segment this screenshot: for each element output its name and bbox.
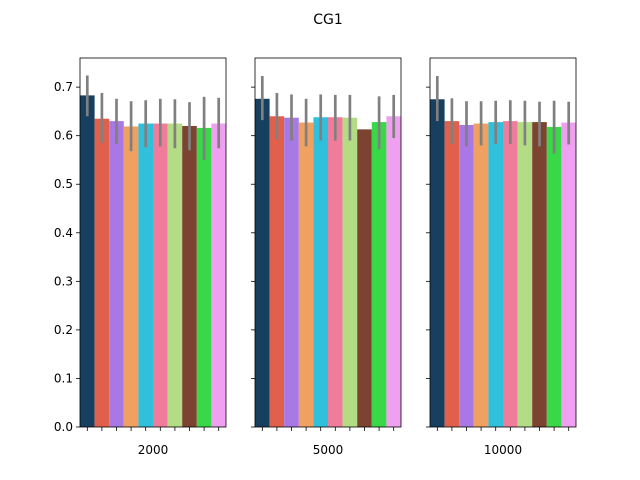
bar-2000-8: [182, 125, 197, 427]
bar-2000-4: [123, 126, 139, 428]
bar-10000-1: [430, 99, 445, 428]
bar-10000-4: [473, 123, 489, 428]
bar-5000-3: [284, 117, 299, 427]
panel-label-5000: 5000: [313, 443, 344, 457]
panel-label-2000: 2000: [138, 443, 169, 457]
bar-5000-4: [298, 122, 314, 427]
bar-10000-10: [561, 122, 576, 427]
panel-5000: 5000: [251, 57, 402, 457]
panel-frame-10000: [429, 57, 577, 428]
panel-10000: 10000: [426, 57, 577, 457]
bar-10000-6: [503, 121, 518, 428]
bar-10000-9: [546, 126, 562, 427]
bar-5000-8: [357, 129, 372, 427]
y-tick-label: 0.0: [54, 420, 73, 434]
bar-10000-7: [517, 122, 533, 427]
panel-label-10000: 10000: [484, 443, 522, 457]
bar-10000-8: [532, 122, 547, 427]
chart-title: CG1: [313, 12, 343, 28]
y-tick-label: 0.5: [54, 177, 73, 191]
bar-5000-10: [386, 116, 401, 427]
bar-2000-7: [167, 123, 183, 428]
bar-2000-2: [94, 118, 110, 427]
y-tick-label: 0.3: [54, 274, 73, 288]
panel-2000: 0.0 0.1 0.2 0.3 0.4 0.5 0.6 0.7 2000: [54, 57, 227, 457]
bar-5000-9: [371, 122, 387, 427]
bar-2000-9: [196, 127, 212, 428]
bar-2000-6: [153, 123, 168, 428]
bar-5000-7: [342, 117, 358, 427]
bar-5000-5: [313, 117, 328, 427]
bar-5000-6: [328, 117, 343, 427]
bar-5000-2: [269, 116, 285, 427]
bar-10000-3: [459, 125, 474, 427]
panel-frame-5000: [254, 57, 402, 428]
y-tick-label: 0.4: [54, 226, 73, 240]
bar-5000-1: [255, 98, 270, 427]
y-tick-label: 0.6: [54, 129, 73, 143]
bar-2000-5: [138, 123, 153, 428]
y-tick-label: 0.2: [54, 323, 73, 337]
y-tick-label: 0.1: [54, 371, 73, 385]
bar-2000-10: [211, 123, 226, 428]
bar-10000-5: [488, 122, 503, 427]
chart-panels: 0.0 0.1 0.2 0.3 0.4 0.5 0.6 0.7 2000 5000 10000: [54, 57, 577, 457]
bar-10000-2: [444, 121, 460, 428]
bar-2000-1: [80, 95, 95, 427]
bar-2000-3: [109, 121, 124, 428]
y-tick-label: 0.7: [54, 80, 73, 94]
panel-frame-2000: [79, 57, 227, 428]
